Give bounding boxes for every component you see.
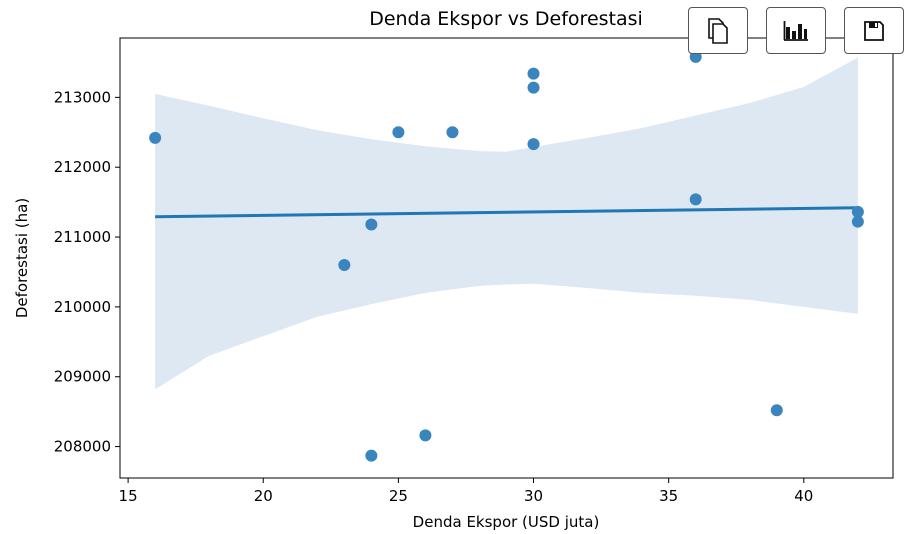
x-tick-label: 30 bbox=[524, 487, 543, 505]
data-point bbox=[527, 81, 540, 94]
data-point bbox=[338, 258, 351, 271]
x-tick-label: 40 bbox=[794, 487, 813, 505]
y-tick-label: 208000 bbox=[54, 438, 111, 456]
data-point bbox=[149, 131, 162, 144]
copy-icon bbox=[708, 17, 728, 44]
y-tick-label: 211000 bbox=[54, 228, 111, 246]
x-tick-label: 35 bbox=[659, 487, 678, 505]
x-tick-label: 20 bbox=[254, 487, 273, 505]
bar-chart-icon bbox=[783, 20, 808, 41]
y-tick-label: 209000 bbox=[54, 368, 111, 386]
chart-title: Denda Ekspor vs Deforestasi bbox=[369, 8, 643, 30]
x-tick-label: 25 bbox=[389, 487, 408, 505]
scatter-points bbox=[149, 50, 864, 462]
y-tick-label: 213000 bbox=[54, 88, 111, 106]
chart-button[interactable] bbox=[766, 7, 826, 54]
y-tick-label: 212000 bbox=[54, 158, 111, 176]
axes-frame bbox=[119, 37, 894, 479]
data-point bbox=[851, 205, 864, 218]
data-point bbox=[392, 126, 405, 139]
data-point bbox=[365, 449, 378, 462]
x-tick-label: 15 bbox=[119, 487, 138, 505]
x-axis-ticks: 15 20 25 30 35 40 bbox=[119, 478, 813, 505]
x-axis-label: Denda Ekspor (USD juta) bbox=[413, 513, 600, 531]
save-icon bbox=[864, 20, 884, 41]
data-point bbox=[365, 218, 378, 231]
data-point bbox=[689, 193, 702, 206]
data-point bbox=[446, 126, 459, 139]
regression-line bbox=[155, 206, 858, 219]
y-axis-label: Deforestasi (ha) bbox=[13, 198, 31, 318]
plot-area bbox=[119, 37, 894, 479]
copy-button[interactable] bbox=[688, 7, 748, 54]
data-point bbox=[851, 215, 864, 228]
confidence-band bbox=[155, 57, 858, 390]
y-tick-label: 210000 bbox=[54, 298, 111, 316]
toolbar bbox=[688, 7, 904, 54]
data-point bbox=[419, 429, 432, 442]
data-point bbox=[527, 138, 540, 151]
save-button[interactable] bbox=[844, 7, 904, 54]
data-point bbox=[527, 67, 540, 80]
y-axis-ticks: 208000 209000 210000 211000 212000 213000 bbox=[54, 88, 120, 456]
data-point bbox=[770, 404, 783, 417]
